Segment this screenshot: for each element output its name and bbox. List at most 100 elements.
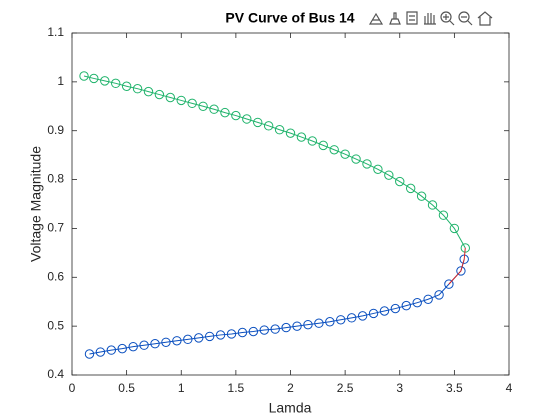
data-point <box>117 343 127 354</box>
data-point <box>89 73 99 84</box>
data-point <box>427 200 438 210</box>
toolbar-icon[interactable] <box>461 16 473 26</box>
series-line <box>448 247 466 285</box>
toolbar-icon[interactable] <box>368 12 384 25</box>
data-point <box>100 76 110 86</box>
data-point <box>449 223 460 234</box>
data-point <box>329 145 339 155</box>
data-point <box>292 321 302 331</box>
data-point <box>172 336 182 346</box>
x-tick-label: 1 <box>178 381 185 395</box>
data-point <box>395 176 405 187</box>
data-point <box>242 114 252 124</box>
data-point <box>231 110 241 121</box>
y-tick-label: 0.9 <box>47 123 64 137</box>
data-point <box>384 170 394 180</box>
data-point <box>198 101 208 111</box>
chart-title: PV Curve of Bus 14 <box>225 10 354 26</box>
data-point <box>226 329 237 339</box>
data-point <box>237 327 248 338</box>
data-point <box>187 98 197 109</box>
data-point <box>176 95 186 106</box>
series-line <box>83 75 466 249</box>
x-tick-label: 2 <box>287 381 294 395</box>
x-tick-label: 0 <box>69 381 76 395</box>
data-point <box>336 315 346 325</box>
data-point <box>259 325 269 335</box>
y-tick-label: 0.7 <box>47 221 64 235</box>
data-point <box>95 347 106 357</box>
data-point <box>215 330 226 340</box>
data-point <box>209 104 219 114</box>
data-point <box>416 191 427 201</box>
data-point <box>303 319 313 330</box>
data-point <box>111 78 121 89</box>
toolbar[interactable] <box>368 11 493 26</box>
data-point <box>253 117 263 128</box>
x-tick-label: 4 <box>506 381 513 395</box>
data-point <box>412 297 422 308</box>
data-point <box>362 159 372 169</box>
toolbar-icon[interactable] <box>477 11 493 26</box>
data-point <box>423 294 433 304</box>
data-point <box>84 349 95 359</box>
data-point <box>154 89 165 100</box>
toolbar-icon[interactable] <box>458 11 470 23</box>
data-point <box>263 121 274 131</box>
data-point <box>314 318 324 328</box>
data-point <box>307 136 318 146</box>
data-point <box>274 125 285 135</box>
data-point <box>79 71 89 81</box>
toolbar-icon[interactable] <box>406 11 418 25</box>
x-tick-label: 3 <box>396 381 403 395</box>
data-point <box>128 341 138 352</box>
data-point <box>368 308 379 319</box>
data-point <box>248 326 259 337</box>
data-point <box>346 313 357 323</box>
data-point <box>139 340 149 350</box>
data-point <box>351 154 361 164</box>
data-point <box>296 132 307 142</box>
series-line <box>89 259 465 355</box>
data-point <box>143 86 154 97</box>
toolbar-icon[interactable] <box>440 11 452 23</box>
data-point <box>379 306 390 316</box>
y-tick-label: 0.6 <box>47 269 64 283</box>
data-point <box>150 339 160 349</box>
data-point <box>373 164 383 175</box>
toolbar-icon[interactable] <box>443 14 455 26</box>
data-point <box>165 92 176 103</box>
data-point <box>132 83 143 94</box>
data-point <box>121 81 132 91</box>
data-point <box>401 300 412 311</box>
data-point <box>456 266 466 276</box>
data-point <box>357 311 368 321</box>
y-tick-label: 0.8 <box>47 172 64 186</box>
toolbar-icon[interactable] <box>389 12 401 25</box>
data-point <box>270 324 280 334</box>
data-point <box>390 303 401 314</box>
y-tick-label: 1 <box>57 74 64 88</box>
data-point <box>194 333 204 343</box>
data-point <box>220 107 230 118</box>
data-point <box>444 279 454 289</box>
data-point <box>318 140 328 151</box>
y-tick-label: 0.4 <box>47 367 64 381</box>
data-point <box>183 334 193 345</box>
y-axis-label: Voltage Magnitude <box>28 146 44 262</box>
y-tick-label: 0.5 <box>47 318 64 332</box>
data-point <box>285 128 296 138</box>
data-point <box>106 345 117 355</box>
x-tick-label: 3.5 <box>446 381 463 395</box>
toolbar-icon[interactable] <box>424 13 436 25</box>
data-point <box>405 183 416 194</box>
x-tick-label: 0.5 <box>118 381 135 395</box>
data-point <box>204 331 215 342</box>
data-point <box>281 322 291 333</box>
data-point <box>340 149 350 159</box>
data-point <box>325 317 335 327</box>
x-tick-label: 1.5 <box>228 381 245 395</box>
data-point <box>438 210 449 220</box>
data-point <box>161 337 171 347</box>
